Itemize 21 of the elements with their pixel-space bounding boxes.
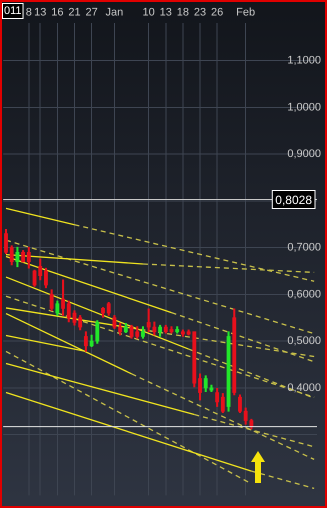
text: 011 (4, 5, 22, 18)
x-tick-label: Jan (106, 6, 124, 19)
y-tick-label: 0,7000 (287, 242, 321, 254)
y-tick-label: 1,0000 (287, 101, 321, 114)
ref-line-label: 0,8028 (275, 192, 312, 207)
x-tick-label: 23 (194, 6, 206, 19)
x-tick-label: 13 (160, 6, 172, 19)
x-tick-label: Feb (236, 6, 256, 19)
x-tick-label: 13 (34, 6, 46, 19)
x-tick-label: 21 (68, 6, 81, 19)
y-tick-label: 0,6000 (287, 288, 321, 300)
x-tick-label: 8 (26, 6, 32, 19)
y-tick-label: 1,1000 (287, 54, 321, 67)
y-tick-label: 0,9000 (287, 148, 321, 160)
x-tick-label: 10 (142, 6, 155, 19)
x-tick-label: 26 (211, 6, 224, 19)
y-tick-label: 0,4000 (287, 382, 321, 394)
x-tick-label: 27 (85, 6, 98, 19)
x-tick-label: 16 (51, 6, 64, 19)
x-tick-label: 18 (176, 6, 190, 19)
y-tick-label: 0,5000 (287, 335, 321, 348)
